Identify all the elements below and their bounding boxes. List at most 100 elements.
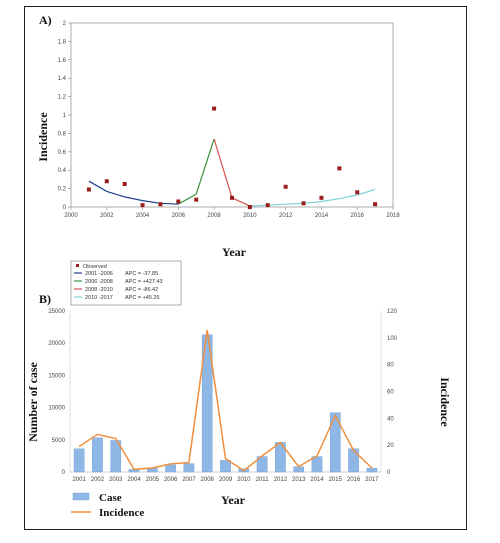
panel-a-chart: 0 0.2 0.4 0.6 0.8 1 1.2 1.4 1.6 1.8 2 2000 2002 2004 2… xyxy=(58,21,401,219)
panel-b-xtick-label: 2005 xyxy=(146,477,160,483)
panel-a-xtick-label: 2018 xyxy=(386,213,400,219)
panel-b-xtick-label: 2016 xyxy=(347,477,361,483)
panel-b-y2tick-label: 100 xyxy=(387,336,398,342)
legend-series-apc: APC = -86.42 xyxy=(125,287,158,293)
panel-a-ytick-label: 0.4 xyxy=(58,168,67,174)
panel-a-ytick-label: 0 xyxy=(63,205,67,211)
panel-b-xtick-label: 2010 xyxy=(237,477,251,483)
observed-point xyxy=(301,201,306,206)
panel-b-xtick-label: 2003 xyxy=(109,477,123,483)
legend-series-name: 2008 -2010 xyxy=(85,287,113,293)
panel-a-ytick-label: 1 xyxy=(63,113,67,119)
panel-b-y2tick-label: 20 xyxy=(387,443,394,449)
panel-b-xtick-label: 2017 xyxy=(365,477,379,483)
legend-series-name: 2006 -2008 xyxy=(85,279,113,285)
panel-a-xtick-label: 2004 xyxy=(136,213,150,219)
case-bar xyxy=(293,466,304,473)
panel-a-xtick-label: 2016 xyxy=(351,213,365,219)
panel-a-xtick-label: 2012 xyxy=(279,213,293,219)
observed-point xyxy=(355,190,360,195)
panel-b-xtick-label: 2001 xyxy=(72,477,86,483)
panel-b-xtick-label: 2008 xyxy=(201,477,215,483)
panel-a-ytick-label: 1.8 xyxy=(58,39,67,45)
legend-a-box xyxy=(70,260,182,306)
panel-a-ytick-label: 1.2 xyxy=(58,95,67,101)
panel-a-plot-area xyxy=(70,22,394,208)
panel-b-ytick-label: 15000 xyxy=(48,373,65,379)
legend-incidence-label: Incidence xyxy=(99,507,144,519)
panel-b-ytick-label: 20000 xyxy=(48,341,65,347)
observed-point xyxy=(122,182,127,186)
panel-a-xlabel: Year xyxy=(222,245,247,259)
panel-b-ytick-label: 0 xyxy=(62,470,66,476)
panel-a-series-line xyxy=(88,180,179,205)
panel-b-y2label: Incidence xyxy=(438,377,452,427)
observed-point xyxy=(247,205,252,209)
case-bar xyxy=(329,412,341,473)
observed-point xyxy=(212,106,217,111)
panel-a-xtick-label: 2008 xyxy=(207,213,221,219)
incidence-line xyxy=(78,329,373,472)
panel-a-ytick-label: 0.6 xyxy=(58,150,67,156)
panel-b-y2tick-label: 60 xyxy=(387,390,394,396)
case-bar xyxy=(348,448,359,473)
panel-a-xtick-label: 2006 xyxy=(172,213,186,219)
panel-b-ytick-label: 10000 xyxy=(48,406,65,412)
panel-b-xlabel: Year xyxy=(221,493,246,507)
panel-a-xtick-label: 2010 xyxy=(243,213,257,219)
panel-b-xtick-label: 2002 xyxy=(91,477,105,483)
panel-a-xtick-label: 2002 xyxy=(100,213,114,219)
panel-a-series-line xyxy=(249,188,376,207)
panel-b-y2tick-label: 40 xyxy=(387,416,394,422)
panel-b-xtick-label: 2013 xyxy=(292,477,306,483)
panel-b-xtick-label: 2012 xyxy=(274,477,288,483)
panel-b-ylabel: Number of case xyxy=(26,361,40,441)
case-bar xyxy=(110,440,122,473)
observed-point xyxy=(337,166,342,171)
panel-a-ytick-label: 2 xyxy=(63,21,67,27)
legend-observed-label: Observed xyxy=(83,264,107,270)
panel-a-xtick-label: 2000 xyxy=(64,213,78,219)
panel-b-xtick-label: 2007 xyxy=(182,477,196,483)
panel-b-xtick-label: 2015 xyxy=(329,477,343,483)
panel-b-ytick-label: 5000 xyxy=(52,438,66,444)
panel-b-y2tick-label: 80 xyxy=(387,363,394,369)
legend-series-name: 2001 -2006 xyxy=(85,271,113,277)
observed-point xyxy=(283,184,288,189)
panel-a-ytick-label: 1.4 xyxy=(58,76,67,82)
panel-b-label: B) xyxy=(39,292,51,306)
observed-point xyxy=(373,202,378,207)
panel-a-ylabel: Incidence xyxy=(36,112,50,162)
panel-b-xtick-label: 2006 xyxy=(164,477,178,483)
observed-point xyxy=(230,195,234,200)
panel-b-xtick-label: 2014 xyxy=(310,477,324,483)
case-bar xyxy=(73,448,85,473)
legend-case-swatch xyxy=(72,492,90,501)
legend-series-apc: APC = -37.85 xyxy=(125,271,158,277)
legend-series-apc: APC = +45.26 xyxy=(125,295,160,301)
observed-point xyxy=(104,179,109,184)
case-bar xyxy=(165,464,176,473)
panel-b-xtick-label: 2011 xyxy=(256,477,270,483)
figure-frame: A) 0 0.2 0.4 0.6 0.8 1 1.2 1.4 1.6 1.8 2 2000 2002 20… xyxy=(24,6,467,530)
observed-point xyxy=(319,195,324,200)
legend-case-label: Case xyxy=(99,492,122,504)
case-bar xyxy=(183,463,195,473)
observed-point xyxy=(265,203,270,208)
observed-point xyxy=(140,203,145,208)
panel-b-y2tick-label: 120 xyxy=(387,309,398,315)
panel-b-legend: Case Incidence xyxy=(71,492,144,519)
panel-a-ytick-label: 1.6 xyxy=(58,58,67,64)
panel-b-y2tick-label: 0 xyxy=(387,470,391,476)
case-bar xyxy=(366,467,378,473)
observed-point xyxy=(176,199,181,204)
panel-b-xtick-label: 2004 xyxy=(127,477,141,483)
panel-a-xtick-label: 2014 xyxy=(315,213,329,219)
panel-a-label: A) xyxy=(39,13,52,27)
panel-b-ytick-label: 25000 xyxy=(48,309,65,315)
observed-point xyxy=(158,202,163,207)
observed-point xyxy=(194,197,199,202)
panel-b-xtick-label: 2009 xyxy=(219,477,233,483)
